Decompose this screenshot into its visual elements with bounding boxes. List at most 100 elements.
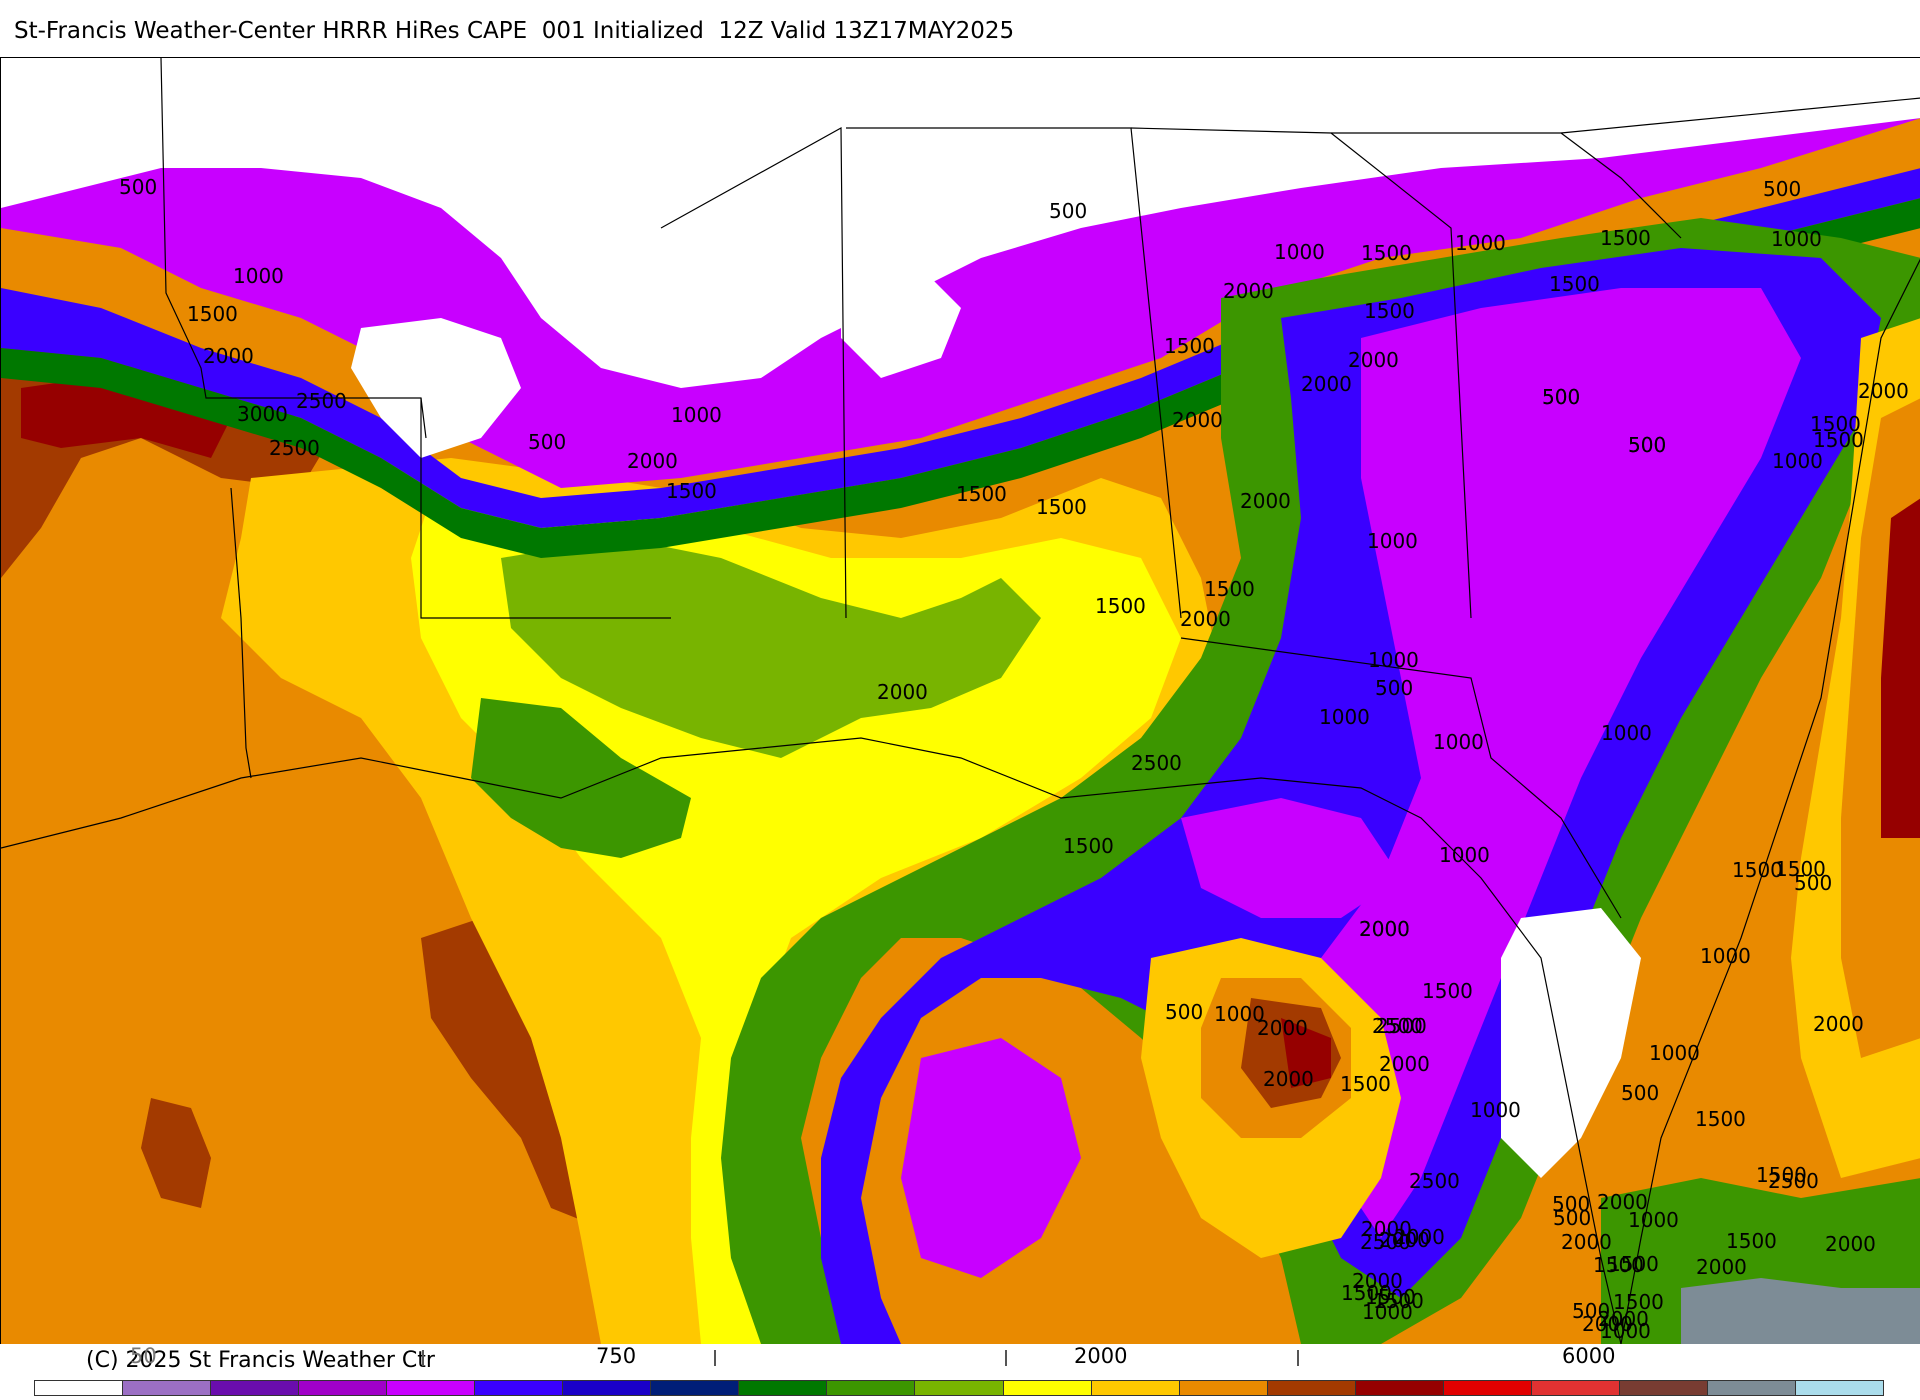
contour-label: 2500 bbox=[1768, 1169, 1819, 1193]
contour-label: 2000 bbox=[1394, 1225, 1445, 1249]
contour-label: 2000 bbox=[1379, 1052, 1430, 1076]
contour-label: 1500 bbox=[1813, 428, 1864, 452]
contour-label: 1000 bbox=[1601, 721, 1652, 745]
contour-label: 500 bbox=[1542, 385, 1580, 409]
legend-tick-mark bbox=[1005, 1350, 1007, 1366]
contour-label: 1000 bbox=[1214, 1002, 1265, 1026]
legend-tick-mark bbox=[714, 1350, 716, 1366]
contour-label: 500 bbox=[1553, 1206, 1591, 1230]
contour-label: 1500 bbox=[1422, 979, 1473, 1003]
legend-swatch bbox=[1003, 1381, 1092, 1395]
map-title: St-Francis Weather-Center HRRR HiRes CAP… bbox=[14, 18, 1015, 44]
state-boundaries bbox=[1, 58, 1920, 1344]
contour-label: 1500 bbox=[1600, 226, 1651, 250]
cape-area-darkred-atlantic bbox=[1881, 498, 1920, 838]
contour-label: 2000 bbox=[1598, 1307, 1649, 1331]
contour-label: 1000 bbox=[1274, 240, 1325, 264]
contour-label: 500 bbox=[1165, 1000, 1203, 1024]
legend-tick-750: 750 bbox=[596, 1344, 637, 1368]
contour-label: 2000 bbox=[1348, 348, 1399, 372]
legend-swatch bbox=[1795, 1381, 1883, 1395]
contour-label: 1000 bbox=[671, 403, 722, 427]
legend-swatch bbox=[1179, 1381, 1268, 1395]
contour-label: 2000 bbox=[1172, 408, 1223, 432]
cape-area-purple-east bbox=[1241, 288, 1801, 1238]
contour-label: 500 bbox=[1628, 433, 1666, 457]
contour-label: 2000 bbox=[1352, 1269, 1403, 1293]
legend-swatch bbox=[1619, 1381, 1708, 1395]
legend-swatch bbox=[1531, 1381, 1620, 1395]
contour-label: 3000 bbox=[237, 402, 288, 426]
copyright-text: (C) 2025 St Francis Weather Ctr bbox=[86, 1348, 435, 1373]
legend-swatch bbox=[739, 1381, 828, 1395]
contour-label: 1000 bbox=[1700, 944, 1751, 968]
coastline-gulf bbox=[1, 737, 1622, 1344]
contour-label: 2000 bbox=[1301, 372, 1352, 396]
contour-label: 1000 bbox=[1771, 227, 1822, 251]
contour-label: 500 bbox=[1375, 676, 1413, 700]
contour-label: 1500 bbox=[1373, 1289, 1424, 1313]
boundary-ok-tx bbox=[160, 58, 427, 439]
legend-tick-50: 50 bbox=[130, 1344, 157, 1368]
boundary-nc bbox=[1560, 97, 1920, 134]
contour-label: 1000 bbox=[1455, 231, 1506, 255]
color-scale-legend bbox=[34, 1380, 1884, 1396]
contour-label: 2000 bbox=[1379, 1228, 1430, 1252]
contour-label: 1500 bbox=[1361, 241, 1412, 265]
contour-label: 1000 bbox=[1772, 449, 1823, 473]
contour-label: 1500 bbox=[1593, 1253, 1644, 1277]
cape-map: 500 1000 1500 2000 2500 3000 2500 500 1500 2000 10… bbox=[0, 57, 1920, 1344]
cape-area-gray-atlantic-se bbox=[1681, 1278, 1920, 1344]
boundary-tx-la bbox=[230, 487, 252, 779]
contour-label: 1000 bbox=[1439, 843, 1490, 867]
contour-label: 2000 bbox=[1359, 917, 1410, 941]
contour-label: 1500 bbox=[1365, 1285, 1416, 1309]
contour-label: 2000 bbox=[1825, 1232, 1876, 1256]
legend-swatch bbox=[827, 1381, 916, 1395]
contour-label: 1500 bbox=[1036, 495, 1087, 519]
legend-swatch bbox=[35, 1381, 124, 1395]
contour-label: 2000 bbox=[1561, 1230, 1612, 1254]
contour-label: 1500 bbox=[956, 482, 1007, 506]
contour-label: 1500 bbox=[1695, 1107, 1746, 1131]
legend-swatch bbox=[211, 1381, 300, 1395]
contour-label: 2000 bbox=[1359, 917, 1410, 941]
cape-area-darkred-gulf-ne bbox=[1281, 1018, 1331, 1088]
contour-label: 500 bbox=[1628, 433, 1666, 457]
contour-label: 1000 bbox=[1649, 1041, 1700, 1065]
contour-label: 2000 bbox=[1263, 1067, 1314, 1091]
contour-label: 1000 bbox=[1470, 1098, 1521, 1122]
coastline-atlantic bbox=[1620, 258, 1920, 1344]
legend-tick-mark bbox=[1297, 1350, 1299, 1366]
contour-label: 2000 bbox=[1858, 379, 1909, 403]
legend-swatch bbox=[651, 1381, 740, 1395]
contour-label: 1500 bbox=[1164, 334, 1215, 358]
contour-label: 2000 bbox=[1257, 1016, 1308, 1040]
boundary-ar-la bbox=[420, 398, 671, 619]
legend-tick-mark bbox=[422, 1350, 424, 1366]
contour-label: 1500 bbox=[1341, 1281, 1392, 1305]
legend-tick-2000: 2000 bbox=[1074, 1344, 1128, 1368]
contour-label: 1500 bbox=[1608, 1252, 1659, 1276]
boundary-ga bbox=[1130, 127, 1472, 619]
cape-area-purple-gulf bbox=[1181, 798, 1401, 918]
contour-label: 1500 bbox=[1775, 857, 1826, 881]
cape-area-blue-north bbox=[1, 168, 1920, 528]
contour-label: 2000 bbox=[203, 344, 254, 368]
cape-area-none-florida bbox=[1501, 908, 1641, 1178]
legend-swatch bbox=[387, 1381, 476, 1395]
contour-label: 500 bbox=[1794, 871, 1832, 895]
legend-swatch bbox=[1443, 1381, 1532, 1395]
contour-label: 2000 bbox=[1582, 1312, 1633, 1336]
contour-label: 500 bbox=[1049, 199, 1087, 223]
contour-label: 2500 bbox=[1372, 1014, 1423, 1038]
contour-label: 1000 bbox=[1433, 730, 1484, 754]
contour-label: 1500 bbox=[1810, 412, 1861, 436]
contour-label: 2500 bbox=[296, 389, 347, 413]
contour-label: 500 bbox=[1763, 177, 1801, 201]
boundary-fl bbox=[1180, 637, 1622, 919]
cape-area-yellow-central bbox=[411, 498, 1181, 1344]
contour-label: 1000 bbox=[233, 264, 284, 288]
